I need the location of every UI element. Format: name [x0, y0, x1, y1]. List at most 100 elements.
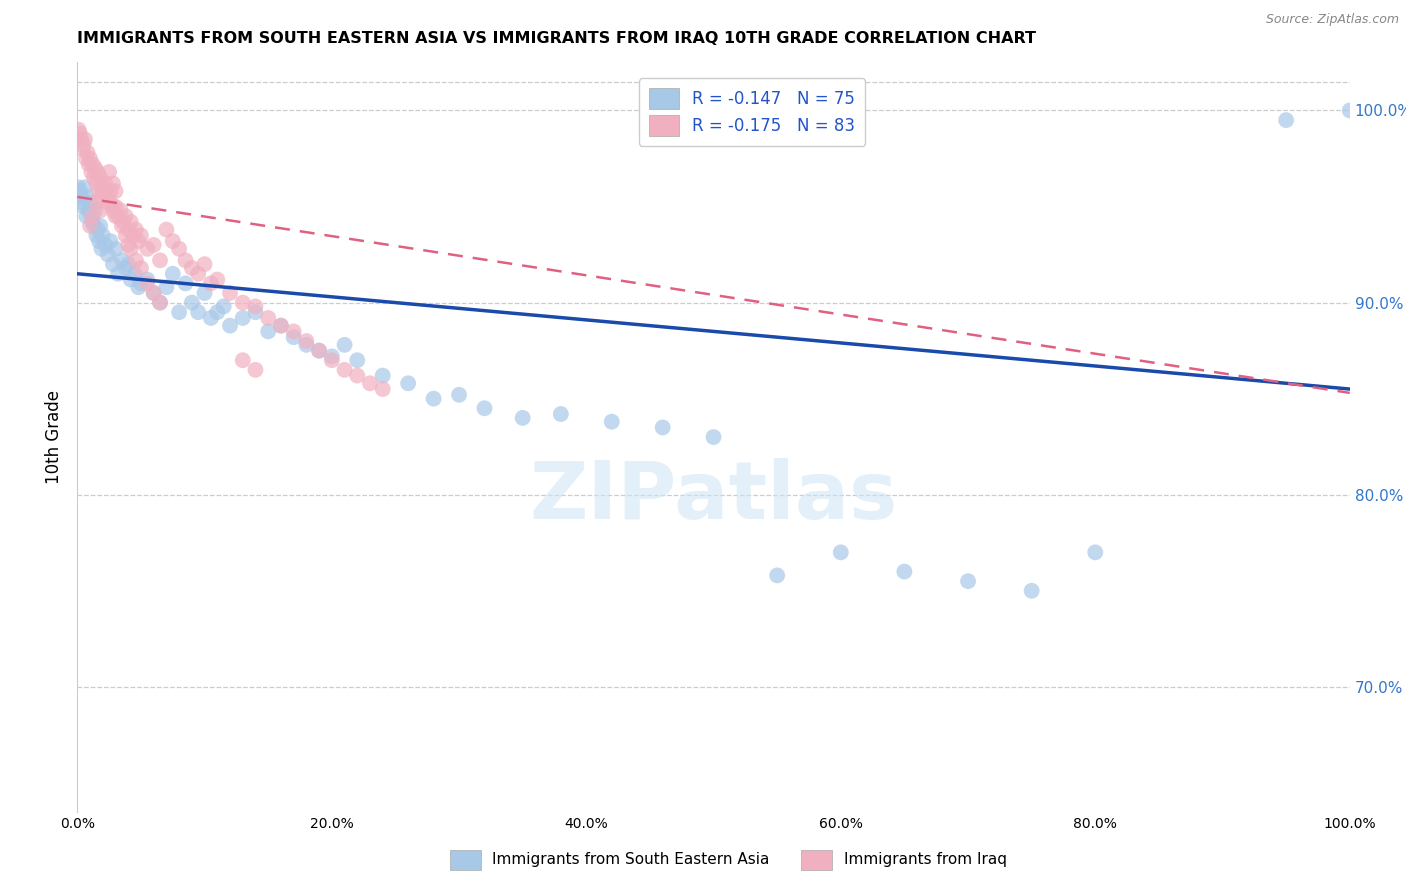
Point — [257, 325, 280, 339]
Point — [346, 353, 368, 368]
Point — [124, 267, 146, 281]
Text: Immigrants from South Eastern Asia: Immigrants from South Eastern Asia — [492, 853, 769, 867]
Point — [346, 368, 368, 383]
Point — [219, 285, 242, 300]
Point — [91, 180, 114, 194]
Point — [100, 184, 122, 198]
Point — [97, 247, 120, 261]
Point — [396, 376, 419, 391]
Point — [125, 253, 148, 268]
Point — [187, 267, 209, 281]
Point — [129, 228, 152, 243]
Point — [86, 228, 108, 243]
Point — [117, 257, 139, 271]
Point — [127, 234, 149, 248]
Point — [180, 260, 202, 275]
Point — [295, 334, 318, 348]
Text: Source: ZipAtlas.com: Source: ZipAtlas.com — [1265, 13, 1399, 27]
Point — [245, 305, 267, 319]
Point — [86, 177, 108, 191]
Point — [180, 295, 202, 310]
Point — [129, 260, 152, 275]
Point — [90, 190, 112, 204]
Point — [167, 305, 190, 319]
Point — [893, 565, 915, 579]
Point — [200, 277, 222, 291]
Point — [104, 200, 127, 214]
Point — [114, 260, 136, 275]
Point — [333, 363, 356, 377]
Point — [142, 238, 165, 252]
Point — [73, 132, 96, 146]
Point — [83, 219, 105, 233]
Point — [107, 267, 129, 281]
Point — [142, 285, 165, 300]
Point — [1021, 583, 1043, 598]
Point — [194, 257, 217, 271]
Point — [79, 152, 101, 166]
Point — [245, 300, 267, 314]
Point — [162, 267, 184, 281]
Point — [73, 200, 96, 214]
Point — [86, 165, 108, 179]
Point — [91, 184, 114, 198]
Point — [79, 219, 101, 233]
Point — [84, 203, 107, 218]
Point — [114, 209, 136, 223]
Point — [110, 203, 132, 218]
Point — [72, 195, 94, 210]
Point — [104, 242, 127, 256]
Point — [67, 122, 90, 136]
Point — [766, 568, 789, 582]
Point — [155, 222, 177, 236]
Point — [112, 215, 135, 229]
Point — [104, 209, 127, 223]
Point — [101, 257, 124, 271]
Point — [111, 219, 134, 233]
Point — [174, 277, 197, 291]
Point — [1084, 545, 1107, 559]
Point — [155, 280, 177, 294]
Point — [69, 127, 91, 141]
Point — [87, 234, 110, 248]
Point — [270, 318, 292, 333]
Point — [82, 215, 104, 229]
Point — [600, 415, 623, 429]
Point — [174, 253, 197, 268]
Point — [72, 142, 94, 156]
Y-axis label: 10th Grade: 10th Grade — [45, 390, 63, 484]
Point — [1339, 103, 1361, 118]
Point — [76, 145, 98, 160]
Point — [117, 222, 139, 236]
Point — [89, 170, 111, 185]
Point — [89, 219, 111, 233]
Point — [98, 165, 121, 179]
Point — [232, 310, 254, 325]
Point — [219, 318, 242, 333]
Point — [91, 228, 114, 243]
Point — [149, 253, 172, 268]
Point — [167, 242, 190, 256]
Point — [333, 338, 356, 352]
Point — [73, 138, 96, 153]
Point — [651, 420, 673, 434]
Point — [270, 318, 292, 333]
Point — [359, 376, 381, 391]
Point — [117, 238, 139, 252]
Point — [1275, 113, 1298, 128]
Point — [82, 157, 104, 171]
Point — [98, 190, 121, 204]
Point — [474, 401, 496, 416]
Point — [207, 305, 229, 319]
Point — [283, 325, 305, 339]
Point — [86, 195, 108, 210]
Point — [67, 180, 90, 194]
Point — [97, 195, 120, 210]
Legend: R = -0.147   N = 75, R = -0.175   N = 83: R = -0.147 N = 75, R = -0.175 N = 83 — [638, 78, 865, 145]
Point — [75, 209, 97, 223]
Point — [80, 165, 103, 179]
Point — [207, 272, 229, 286]
Point — [703, 430, 725, 444]
Point — [129, 277, 152, 291]
Point — [89, 203, 111, 218]
